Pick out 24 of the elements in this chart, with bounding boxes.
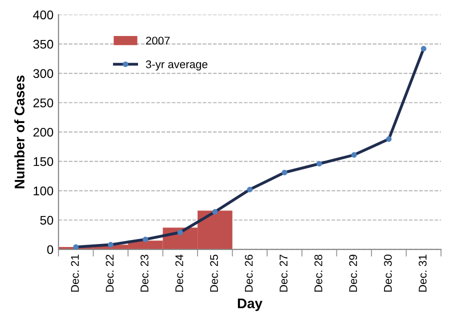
legend-label: 3-yr average	[146, 60, 208, 70]
y-tick-label: 150	[34, 157, 54, 166]
legend-label: 2007	[146, 36, 170, 45]
y-tick-label: 200	[33, 128, 54, 137]
y-tick-label: 0	[47, 245, 54, 254]
y-tick-label: 300	[33, 69, 54, 78]
x-tick-label: Dec. 28	[314, 254, 322, 292]
x-tick-label: Dec. 23	[140, 254, 148, 292]
x-tick-label: Dec. 22	[106, 254, 114, 292]
x-tick-label: Dec. 24	[175, 254, 184, 292]
x-tick-label: Dec. 31	[418, 254, 427, 292]
y-tick-label: 250	[33, 98, 54, 108]
x-tick-label: Dec. 26	[244, 254, 253, 292]
y-tick-label: 350	[33, 40, 54, 49]
y-tick-label: 50	[40, 216, 54, 225]
y-tick-label: 100	[34, 186, 54, 196]
x-tick-label: Dec. 29	[349, 254, 358, 292]
x-tick-label: Dec. 30	[384, 254, 392, 292]
x-tick-label: Dec. 27	[280, 254, 288, 292]
x-tick-label: Dec. 21	[71, 254, 79, 292]
y-tick-label: 400	[33, 10, 54, 20]
x-axis-title: Day	[238, 298, 262, 312]
y-axis-title: Number of Cases	[14, 75, 24, 188]
x-tick-label: Dec. 25	[210, 254, 218, 292]
